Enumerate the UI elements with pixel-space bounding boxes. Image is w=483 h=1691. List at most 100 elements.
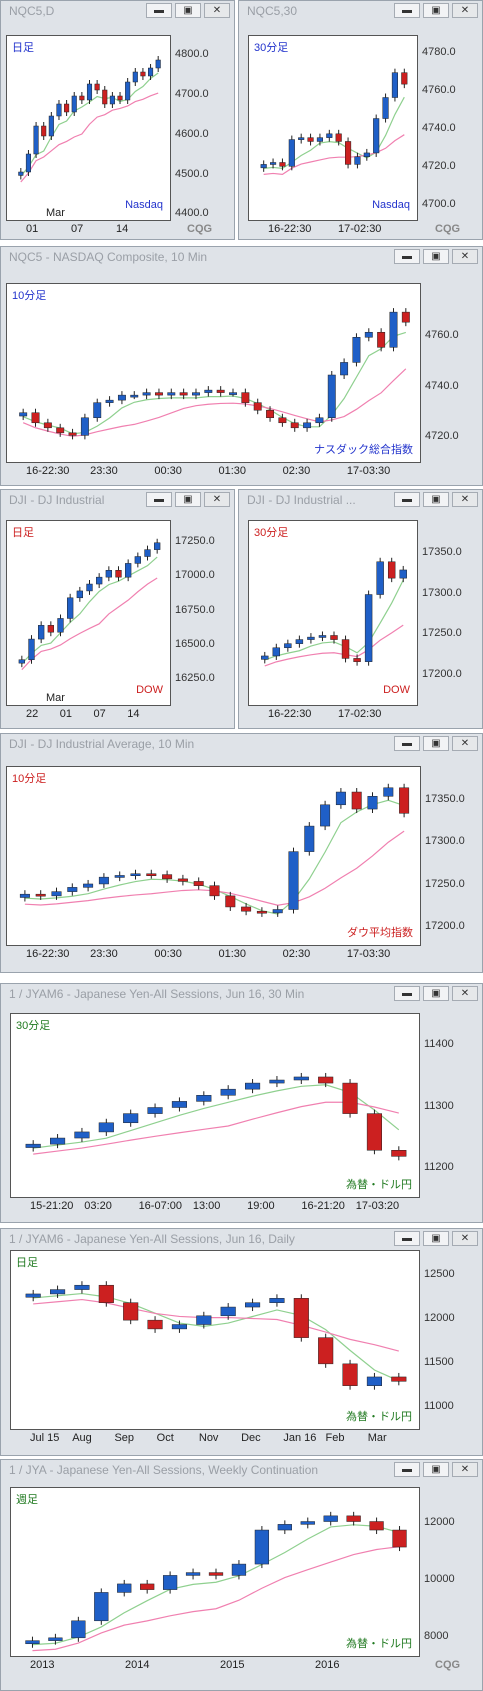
candle — [96, 576, 103, 585]
title-bar[interactable]: NQC5,30 ▬ ▣ ✕ — [239, 1, 482, 21]
maximize-button[interactable]: ▣ — [423, 3, 449, 18]
candlestick-chart — [19, 783, 410, 917]
title-bar[interactable]: NQC5 - NASDAQ Composite, 10 Min ▬ ▣ ✕ — [1, 247, 482, 267]
candle — [225, 895, 236, 908]
close-button[interactable]: ✕ — [452, 736, 478, 751]
candle — [254, 1529, 270, 1565]
y-tick-label: 11400 — [424, 1038, 454, 1051]
title-bar[interactable]: 1 / JYAM6 - Japanese Yen-All Sessions, J… — [1, 1229, 482, 1249]
candle — [25, 153, 31, 173]
period-label: 10分足 — [12, 773, 47, 785]
candle — [18, 659, 25, 664]
candle — [295, 639, 304, 644]
plot-area[interactable] — [10, 1013, 420, 1198]
close-button[interactable]: ✕ — [452, 492, 478, 507]
plot-area[interactable] — [6, 283, 421, 463]
close-button[interactable]: ✕ — [452, 249, 478, 264]
candle — [209, 885, 220, 897]
title-bar[interactable]: DJI - DJ Industrial ▬ ▣ ✕ — [1, 490, 234, 510]
candle — [193, 881, 204, 886]
plot-area[interactable] — [248, 520, 418, 706]
y-tick-label: 16750.0 — [175, 603, 215, 616]
minimize-button[interactable]: ▬ — [394, 3, 420, 18]
candle — [307, 137, 314, 142]
x-tick-label: 16-07:00 — [138, 1200, 182, 1212]
candle — [25, 1293, 41, 1298]
title-bar[interactable]: DJI - DJ Industrial ... ▬ ▣ ✕ — [239, 490, 482, 510]
maximize-button[interactable]: ▣ — [175, 3, 201, 18]
x-tick-label: 23:30 — [90, 465, 118, 477]
title-bar[interactable]: 1 / JYAM6 - Japanese Yen-All Sessions, J… — [1, 984, 482, 1004]
close-button[interactable]: ✕ — [452, 3, 478, 18]
title-bar[interactable]: NQC5,D ▬ ▣ ✕ — [1, 1, 234, 21]
maximize-button[interactable]: ▣ — [423, 736, 449, 751]
index-label: DOW — [383, 684, 410, 696]
plot-area[interactable] — [10, 1487, 420, 1657]
candle — [399, 787, 410, 814]
close-button[interactable]: ✕ — [452, 986, 478, 1001]
y-tick-label: 4700.0 — [175, 88, 209, 100]
minimize-button[interactable]: ▬ — [146, 3, 172, 18]
candle — [125, 563, 132, 578]
candle — [364, 594, 373, 662]
candle — [326, 133, 333, 138]
maximize-button[interactable]: ▣ — [423, 492, 449, 507]
minimize-button[interactable]: ▬ — [394, 1462, 420, 1477]
minimize-button[interactable]: ▬ — [394, 986, 420, 1001]
x-tick-label: 16-21:20 — [301, 1200, 345, 1212]
plot-area[interactable] — [6, 520, 171, 706]
plot-area[interactable] — [6, 766, 421, 946]
x-tick-label: 01:30 — [218, 465, 247, 477]
period-label: 日足 — [12, 42, 34, 54]
minimize-button[interactable]: ▬ — [394, 1231, 420, 1246]
candle — [318, 1076, 334, 1084]
plot-area[interactable] — [10, 1250, 420, 1430]
y-tick-label: 4720.0 — [425, 429, 459, 442]
candle — [76, 590, 83, 599]
candle — [392, 1529, 407, 1548]
close-button[interactable]: ✕ — [452, 1462, 478, 1477]
candle — [98, 1284, 114, 1303]
candle — [147, 1319, 163, 1330]
candle — [19, 893, 30, 898]
minimize-button[interactable]: ▬ — [394, 492, 420, 507]
candle — [245, 1302, 261, 1308]
candle — [86, 83, 93, 101]
candle — [316, 137, 323, 142]
candle — [48, 1637, 63, 1641]
candlestick-chart — [25, 1281, 407, 1390]
y-tick-label: 17200.0 — [422, 668, 462, 681]
index-label: ダウ平均指数 — [347, 927, 413, 939]
maximize-button[interactable]: ▣ — [423, 249, 449, 264]
candle — [220, 1088, 236, 1096]
maximize-button[interactable]: ▣ — [423, 986, 449, 1001]
maximize-button[interactable]: ▣ — [423, 1462, 449, 1477]
minimize-button[interactable]: ▬ — [394, 249, 420, 264]
minimize-button[interactable]: ▬ — [146, 492, 172, 507]
x-tick-label: 2016 — [315, 1659, 340, 1671]
minimize-button[interactable]: ▬ — [394, 736, 420, 751]
candle — [132, 71, 138, 83]
title-bar[interactable]: DJI - DJ Industrial Average, 10 Min ▬ ▣ ✕ — [1, 734, 482, 754]
close-button[interactable]: ✕ — [204, 3, 230, 18]
y-tick-label: 4800.0 — [175, 48, 209, 60]
close-button[interactable]: ✕ — [204, 492, 230, 507]
moving-average-line — [264, 624, 404, 667]
candle — [33, 125, 39, 155]
plot-area[interactable] — [248, 35, 418, 221]
candle — [345, 141, 352, 165]
x-tick-label: Sep — [114, 1432, 135, 1444]
candle — [123, 1113, 139, 1124]
close-button[interactable]: ✕ — [452, 1231, 478, 1246]
candle — [401, 72, 408, 85]
title-bar[interactable]: 1 / JYA - Japanese Yen-All Sessions, Wee… — [1, 1460, 482, 1480]
plot-area[interactable] — [6, 35, 171, 221]
candle — [196, 1095, 212, 1102]
maximize-button[interactable]: ▣ — [175, 492, 201, 507]
candle — [74, 1131, 90, 1139]
maximize-button[interactable]: ▣ — [423, 1231, 449, 1246]
candle — [71, 95, 77, 113]
y-tick-label: 17000.0 — [175, 569, 215, 582]
x-tick-label: 16-22:30 — [268, 223, 312, 235]
candle — [185, 1572, 201, 1576]
